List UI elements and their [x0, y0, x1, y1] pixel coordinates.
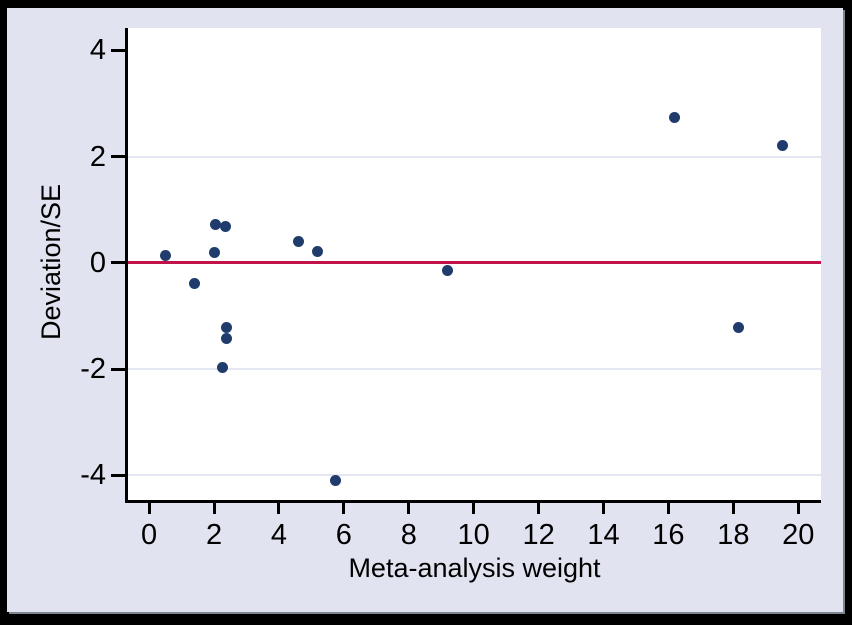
data-point-13: [732, 322, 744, 334]
data-point-6: [220, 321, 232, 333]
data-point-5: [216, 361, 228, 373]
x-tick-12: [537, 503, 541, 514]
x-tick-label-16: 16: [652, 519, 685, 551]
data-point-7: [220, 333, 232, 345]
data-point-9: [312, 246, 324, 258]
x-tick-label-2: 2: [205, 519, 223, 551]
data-point-11: [442, 265, 454, 277]
y-tick-2: [111, 155, 126, 159]
data-point-1: [189, 277, 201, 289]
data-point-12: [669, 112, 681, 124]
x-tick-label-20: 20: [782, 519, 815, 551]
x-tick-0: [147, 503, 151, 514]
y-axis-line: [125, 28, 128, 503]
y-tick-label-2: 2: [89, 140, 106, 173]
y-tick--2: [111, 367, 126, 371]
data-point-0: [159, 250, 171, 262]
y-tick-label-4: 4: [89, 34, 106, 67]
x-tick-label-4: 4: [270, 519, 287, 551]
y-tick-label-0: 0: [89, 246, 106, 279]
y-axis-title: Deviation/SE: [36, 183, 66, 341]
x-tick-label-14: 14: [587, 519, 620, 551]
x-tick-label-0: 0: [141, 519, 158, 551]
y-tick-0: [111, 261, 126, 265]
x-tick-14: [602, 503, 606, 514]
data-point-2: [208, 247, 220, 259]
data-point-8: [292, 235, 304, 247]
data-point-4: [219, 221, 231, 233]
gridline-y--4: [128, 474, 821, 477]
x-tick-label-10: 10: [457, 519, 490, 551]
x-tick-10: [472, 503, 476, 514]
x-tick-8: [407, 503, 411, 514]
plot-area: [128, 28, 821, 501]
zero-reference-line: [128, 261, 821, 265]
data-point-3: [210, 218, 222, 230]
y-tick-4: [111, 48, 126, 52]
x-tick-20: [796, 503, 800, 514]
data-point-14: [776, 140, 788, 152]
x-tick-label-18: 18: [717, 519, 750, 551]
x-tick-18: [731, 503, 735, 514]
x-axis-title: Meta-analysis weight: [348, 553, 601, 583]
y-tick-label--2: -2: [80, 353, 106, 386]
x-tick-2: [212, 503, 216, 514]
x-tick-4: [277, 503, 281, 514]
gridline-y-2: [128, 155, 821, 158]
x-tick-label-8: 8: [400, 519, 417, 551]
y-tick-label--4: -4: [80, 459, 106, 492]
x-tick-label-12: 12: [522, 519, 555, 551]
x-tick-16: [666, 503, 670, 514]
x-tick-label-6: 6: [335, 519, 352, 551]
x-axis-line: [125, 500, 821, 503]
data-point-10: [330, 474, 342, 486]
gridline-y--2: [128, 368, 821, 371]
y-tick--4: [111, 473, 126, 477]
x-tick-6: [342, 503, 346, 514]
